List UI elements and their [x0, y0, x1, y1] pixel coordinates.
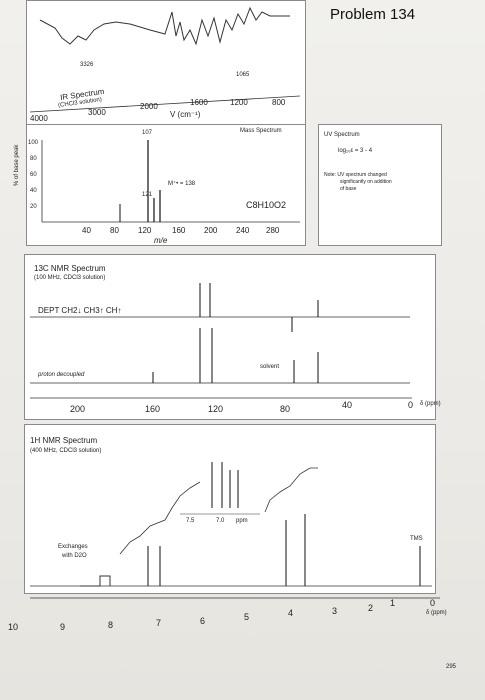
- h1-integral-curve: [119, 481, 201, 555]
- ir-tick-4000: 4000: [30, 114, 48, 123]
- ms-title: Mass Spectrum: [240, 128, 282, 134]
- uv-title: UV Spectrum: [324, 132, 360, 138]
- uv-note: of base: [340, 186, 357, 192]
- h1-tick-0: 0: [430, 598, 436, 608]
- ms-ytick-100: 100: [28, 140, 39, 146]
- h1-inset-tick: 7.0: [216, 518, 225, 524]
- c13-subtitle: (100 MHz, CDCl3 solution): [34, 275, 106, 281]
- ir-peak-label: 3326: [80, 62, 94, 68]
- ir-tick-3000: 3000: [88, 108, 106, 117]
- ir-tick-800: 800: [272, 98, 286, 107]
- ir-spectrum-panel: [26, 0, 306, 126]
- dept-label: DEPT CH2↓ CH3↑ CH↑: [38, 306, 122, 315]
- ms-xtick-240: 240: [236, 226, 250, 235]
- ms-formula: C8H10O2: [246, 200, 287, 210]
- h1-tick-10: 10: [8, 622, 19, 632]
- ms-ytick-40: 40: [30, 188, 37, 194]
- ms-xlabel: m/e: [154, 236, 168, 245]
- h1-nmr-panel: [24, 424, 436, 594]
- h1-tick-4: 4: [288, 608, 294, 618]
- ms-xtick-40: 40: [82, 226, 91, 235]
- h1-tick-7: 7: [156, 618, 162, 628]
- uv-value: log₁₀ε = 3 - 4: [338, 148, 373, 154]
- h1-axis-unit: δ (ppm): [426, 610, 447, 616]
- c13-tick-0: 0: [408, 400, 414, 410]
- c13-nmr-panel: [24, 254, 436, 420]
- h1-exchange-label: Exchanges: [58, 544, 88, 550]
- ms-xtick-160: 160: [172, 226, 186, 235]
- ir-tick-1200: 1200: [230, 98, 248, 107]
- ir-tick-1600: 1600: [190, 98, 208, 107]
- ms-peak-label: 107: [142, 130, 153, 136]
- uv-note: significantly on addition: [340, 179, 392, 185]
- h1-tms-label: TMS: [410, 536, 423, 542]
- ms-peak-label: 121: [142, 192, 153, 198]
- solvent-label: solvent: [260, 364, 280, 370]
- c13-tick-80: 80: [280, 404, 291, 414]
- uv-note: Note: UV spectrum changed: [324, 172, 387, 178]
- c13-tick-200: 200: [70, 404, 86, 414]
- h1-tick-1: 1: [390, 598, 396, 608]
- ir-trace: [39, 6, 290, 46]
- decoupled-label: proton decoupled: [38, 372, 85, 378]
- ms-xtick-280: 280: [266, 226, 280, 235]
- h1-tick-5: 5: [244, 612, 250, 622]
- ir-tick-2000: 2000: [140, 102, 158, 111]
- c13-axis-unit: δ (ppm): [420, 401, 441, 407]
- ms-molecular-ion: M⁺• = 138: [168, 181, 196, 187]
- c13-title: 13C NMR Spectrum: [34, 264, 106, 273]
- ms-ylabel: % of base peak: [14, 144, 20, 186]
- h1-inset-tick: ppm: [236, 518, 248, 524]
- ms-ytick-20: 20: [30, 204, 37, 210]
- h1-inset-tick: 7.5: [186, 518, 195, 524]
- problem-title: Problem 134: [330, 6, 416, 23]
- c13-tick-120: 120: [208, 404, 224, 414]
- h1-exchange-label: with D2O: [62, 553, 87, 559]
- mass-spectrum-panel: [26, 124, 306, 246]
- h1-tick-3: 3: [332, 606, 338, 616]
- h1-tick-8: 8: [108, 620, 114, 630]
- ir-axis-line: [29, 95, 301, 113]
- ir-peak-label: 1065: [236, 72, 250, 78]
- h1-tick-2: 2: [368, 603, 374, 613]
- page-number: 295: [446, 664, 457, 670]
- c13-tick-160: 160: [145, 404, 161, 414]
- ms-xtick-200: 200: [204, 226, 218, 235]
- h1-tick-6: 6: [200, 616, 206, 626]
- h1-title: 1H NMR Spectrum: [30, 436, 98, 445]
- ms-xtick-80: 80: [110, 226, 119, 235]
- ir-axis-label: V (cm⁻¹): [170, 110, 201, 119]
- h1-integral-steps: [264, 467, 318, 513]
- h1-subtitle: (400 MHz, CDCl3 solution): [30, 448, 102, 454]
- ms-xtick-120: 120: [138, 226, 152, 235]
- h1-exchange-peak: [80, 575, 111, 587]
- ms-ytick-80: 80: [30, 156, 37, 162]
- ms-ytick-60: 60: [30, 172, 37, 178]
- h1-tick-9: 9: [60, 622, 66, 632]
- c13-tick-40: 40: [342, 400, 353, 410]
- uv-spectrum-panel: [318, 124, 442, 246]
